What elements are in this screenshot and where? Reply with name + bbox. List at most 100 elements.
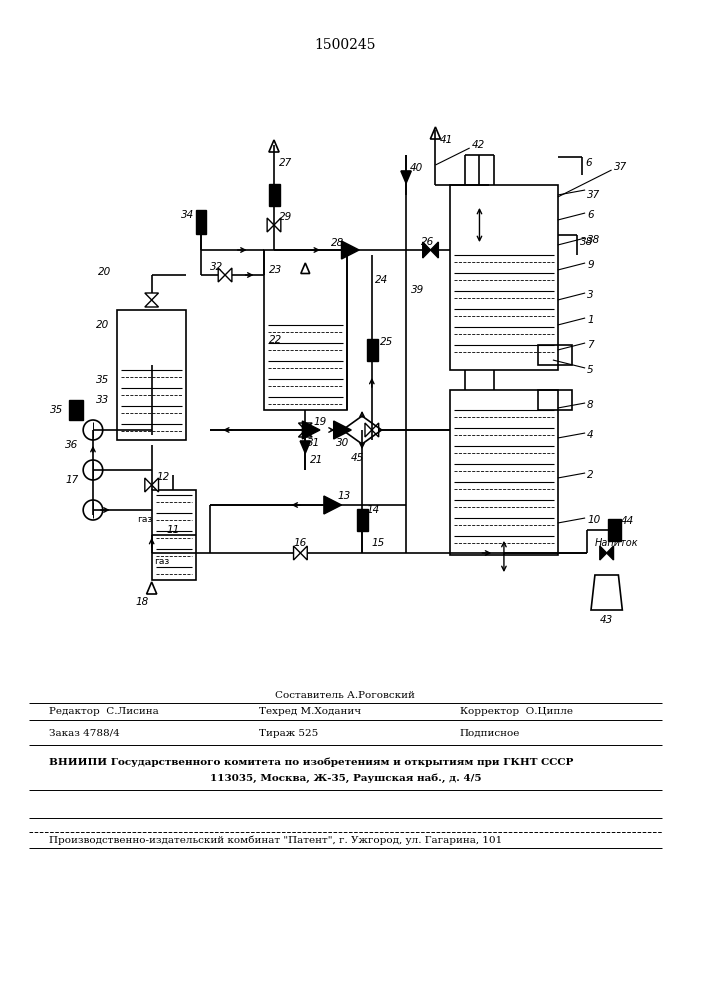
Text: 113035, Москва, Ж-35, Раушская наб., д. 4/5: 113035, Москва, Ж-35, Раушская наб., д. …	[210, 773, 481, 783]
Polygon shape	[324, 496, 341, 514]
Text: 7: 7	[587, 340, 594, 350]
Text: 43: 43	[600, 615, 613, 625]
Text: 38: 38	[580, 237, 593, 247]
Text: 29: 29	[279, 212, 292, 222]
Text: 25: 25	[380, 337, 393, 347]
Polygon shape	[152, 478, 158, 492]
Text: 42: 42	[472, 140, 485, 150]
Bar	[538, 345, 573, 365]
Text: 11: 11	[167, 525, 180, 535]
Text: 16: 16	[293, 538, 307, 548]
Bar	[367, 339, 378, 361]
Text: 2: 2	[587, 470, 594, 480]
Text: 1500245: 1500245	[315, 38, 376, 52]
Text: 44: 44	[620, 516, 633, 526]
Bar	[264, 250, 347, 410]
Text: 31: 31	[307, 438, 320, 448]
Bar	[196, 210, 206, 234]
Polygon shape	[372, 423, 379, 437]
Bar	[450, 390, 558, 555]
Text: 6: 6	[585, 158, 592, 168]
Text: 39: 39	[411, 285, 424, 295]
Text: 35: 35	[96, 375, 109, 385]
Text: 18: 18	[135, 597, 148, 607]
Text: 26: 26	[421, 237, 434, 247]
Bar	[269, 184, 280, 206]
Text: 33: 33	[96, 395, 109, 405]
Polygon shape	[145, 293, 158, 300]
Text: 35: 35	[50, 405, 64, 415]
Text: 6: 6	[587, 210, 594, 220]
Text: 28: 28	[331, 238, 344, 248]
Text: 9: 9	[587, 260, 594, 270]
Text: 4: 4	[587, 430, 594, 440]
Text: 20: 20	[98, 267, 111, 277]
Polygon shape	[341, 241, 359, 259]
Bar	[538, 390, 573, 410]
Text: 41: 41	[439, 135, 452, 145]
Bar	[357, 509, 368, 531]
Text: 10: 10	[587, 515, 600, 525]
Polygon shape	[225, 268, 232, 282]
Text: 34: 34	[181, 210, 194, 220]
Text: 15: 15	[372, 538, 385, 548]
Bar	[152, 490, 196, 580]
Bar	[607, 519, 621, 541]
Polygon shape	[293, 546, 300, 560]
Text: газ: газ	[137, 516, 152, 524]
Polygon shape	[600, 546, 607, 560]
Text: Подписное: Подписное	[460, 728, 520, 738]
Text: 37: 37	[587, 190, 600, 200]
Polygon shape	[218, 268, 225, 282]
Text: 30: 30	[336, 438, 349, 448]
Text: 13: 13	[337, 491, 351, 501]
Polygon shape	[423, 242, 431, 258]
Text: Редактор  С.Лисина: Редактор С.Лисина	[49, 708, 158, 716]
Polygon shape	[274, 218, 281, 232]
Text: Корректор  О.Ципле: Корректор О.Ципле	[460, 708, 573, 716]
Text: 27: 27	[279, 158, 292, 168]
Text: 5: 5	[587, 365, 594, 375]
Text: 19: 19	[313, 417, 327, 427]
Text: 37: 37	[614, 162, 627, 172]
Text: 12: 12	[156, 472, 170, 482]
Polygon shape	[267, 218, 274, 232]
Polygon shape	[334, 421, 351, 439]
Bar	[117, 310, 186, 440]
Text: Тираж 525: Тираж 525	[259, 728, 319, 738]
Text: Составитель А.Роговский: Составитель А.Роговский	[276, 690, 415, 700]
Text: 22: 22	[269, 335, 282, 345]
Text: 38: 38	[587, 235, 600, 245]
Text: 36: 36	[65, 440, 78, 450]
Text: 3: 3	[587, 290, 594, 300]
Text: 8: 8	[587, 400, 594, 410]
Polygon shape	[401, 171, 411, 183]
Text: 24: 24	[375, 275, 388, 285]
Text: 23: 23	[269, 265, 282, 275]
Bar	[69, 400, 83, 420]
Text: 14: 14	[367, 505, 380, 515]
Text: Производственно-издательский комбинат "Патент", г. Ужгород, ул. Гагарина, 101: Производственно-издательский комбинат "П…	[49, 835, 502, 845]
Polygon shape	[303, 421, 320, 439]
Polygon shape	[300, 546, 308, 560]
Text: Техред М.Ходанич: Техред М.Ходанич	[259, 708, 361, 716]
Polygon shape	[298, 423, 312, 430]
Polygon shape	[300, 441, 310, 453]
Text: газ: газ	[155, 558, 170, 566]
Polygon shape	[365, 423, 372, 437]
Text: 45: 45	[351, 453, 364, 463]
Polygon shape	[607, 546, 614, 560]
Text: 40: 40	[410, 163, 423, 173]
Text: 21: 21	[310, 455, 323, 465]
Text: 32: 32	[211, 262, 223, 272]
Text: 17: 17	[65, 475, 78, 485]
Text: 20: 20	[96, 320, 109, 330]
Text: Заказ 4788/4: Заказ 4788/4	[49, 728, 119, 738]
Text: ВНИИПИ Государственного комитета по изобретениям и открытиям при ГКНТ СССР: ВНИИПИ Государственного комитета по изоб…	[49, 757, 573, 767]
Text: 1: 1	[587, 315, 594, 325]
Bar	[450, 185, 558, 370]
Polygon shape	[145, 478, 152, 492]
Polygon shape	[431, 242, 438, 258]
Polygon shape	[298, 430, 312, 437]
Text: Напиток: Напиток	[595, 538, 638, 548]
